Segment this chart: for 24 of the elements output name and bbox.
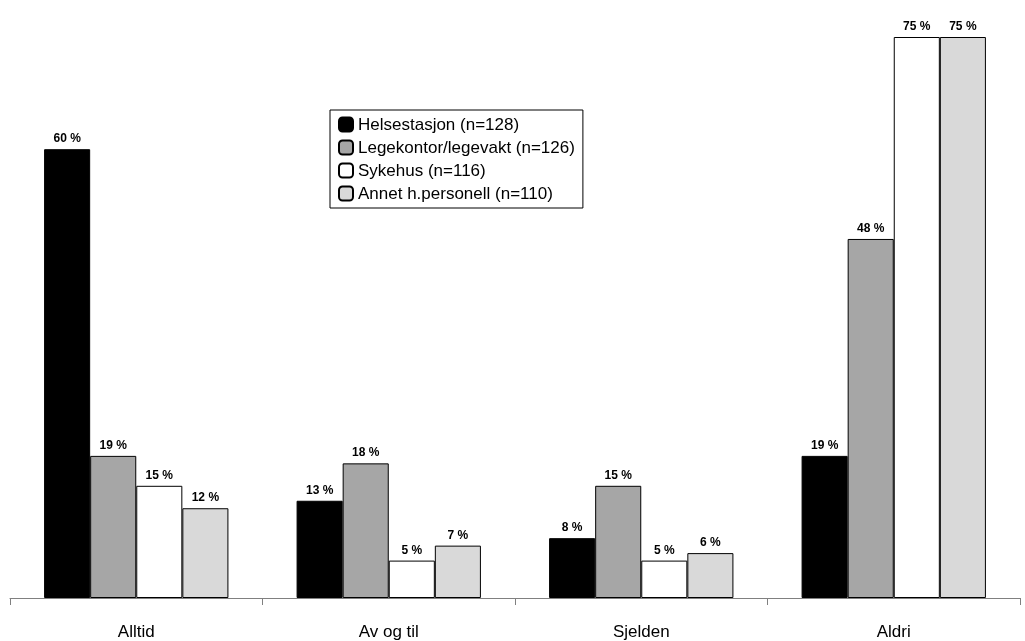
data-label: 7 % — [447, 527, 469, 542]
legend-label: Helsestasjon (n=128) — [358, 115, 520, 134]
data-label: 75 % — [903, 19, 931, 33]
data-label: 15 % — [604, 467, 633, 482]
data-label: 75 % — [949, 19, 977, 33]
x-tick-label: Av og til — [358, 622, 419, 641]
legend-label: Legekontor/legevakt (n=126) — [358, 138, 575, 157]
legend-label: Sykehus (n=116) — [358, 161, 486, 180]
x-tick-label: Alltid — [117, 622, 155, 641]
x-tick-label: Sjelden — [612, 622, 670, 641]
x-tick-label: Aldri — [876, 622, 911, 641]
data-label: 12 % — [191, 490, 220, 505]
data-label: 13 % — [305, 482, 334, 497]
data-label: 60 % — [53, 131, 82, 146]
data-label: 5 % — [401, 542, 423, 557]
data-label: 5 % — [653, 542, 675, 557]
data-label: 15 % — [145, 467, 174, 482]
data-label: 19 % — [99, 437, 128, 452]
data-label: 18 % — [352, 445, 380, 460]
data-label: 8 % — [561, 520, 583, 535]
data-label: 6 % — [700, 535, 722, 550]
data-label: 48 % — [857, 220, 885, 235]
data-label: 19 % — [810, 437, 839, 452]
legend-label: Annet h.personell (n=110) — [358, 184, 553, 203]
